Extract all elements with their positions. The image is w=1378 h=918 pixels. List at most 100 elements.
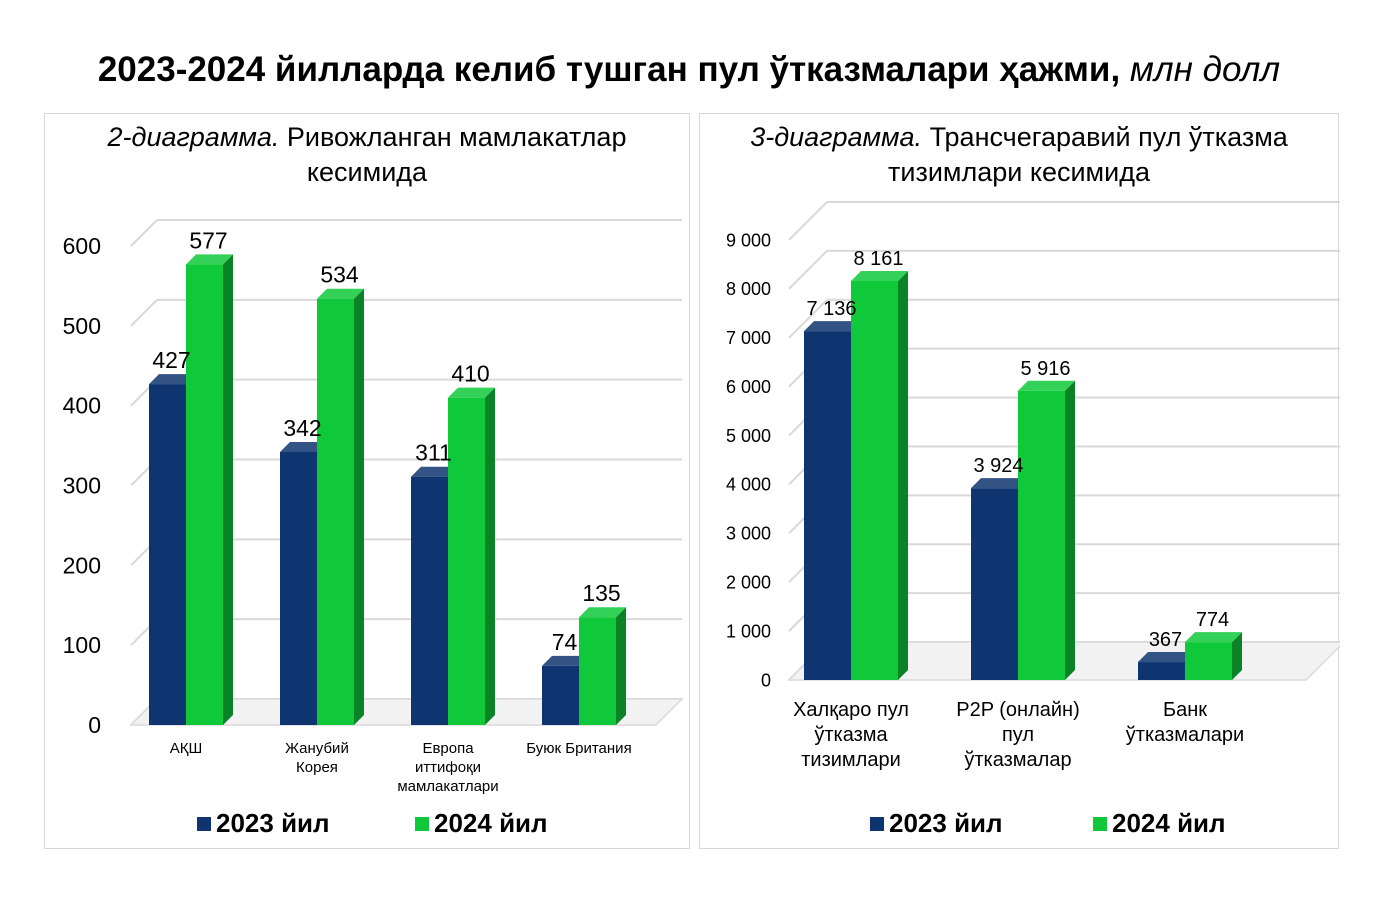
gridline-depth [130, 219, 158, 247]
data-label: 74 [552, 629, 578, 655]
bar-front [1018, 390, 1065, 680]
chart-panel-developed-countries: 2-диаграмма. Ривожланган мамлакатлар кес… [44, 113, 690, 849]
legend-item-2024: 2024 йил [415, 808, 548, 839]
bar-front [804, 331, 851, 680]
bar-top [1138, 652, 1195, 663]
data-label: 774 [1196, 609, 1229, 631]
bar-front [186, 264, 223, 725]
bar-chart: 0 1 000 2 000 3 000 4 000 5 000 6 000 7 000 8 00… [726, 201, 1340, 771]
x-tick-label-line: P2P (онлайн) [956, 699, 1080, 721]
bar-side [1065, 380, 1075, 680]
y-tick-label: 0 [88, 712, 101, 738]
bar-top [542, 655, 589, 666]
legend-swatch-2023 [197, 817, 211, 831]
chart-title-text: Трансчегаравий пул ўтказма тизимлари кес… [888, 122, 1288, 187]
x-tick-label: АҚШ [170, 740, 203, 757]
bar-side [485, 387, 495, 725]
data-label: 367 [1149, 629, 1182, 651]
bar [448, 387, 495, 725]
y-tick-label: 200 [63, 552, 101, 578]
x-tick-label-line: Корея [296, 759, 338, 776]
bar-front [1138, 662, 1185, 680]
page-title: 2023-2024 йилларда келиб тушган пул ўтка… [0, 50, 1378, 90]
page-title-text: 2023-2024 йилларда келиб тушган пул ўтка… [97, 50, 1121, 89]
y-tick-label: 1 000 [726, 621, 771, 641]
y-tick-label: 2 000 [726, 573, 771, 593]
chart-legend: 2023 йил 2024 йил [700, 808, 1338, 838]
data-label: 534 [320, 262, 359, 288]
bar-top [1185, 632, 1242, 643]
bar-front [280, 451, 317, 725]
bar-top [971, 478, 1028, 489]
y-tick-label: 3 000 [726, 524, 771, 544]
bar-front [579, 617, 616, 725]
data-label: 311 [415, 440, 452, 466]
bar-front [542, 665, 579, 725]
chart-title-number: 3-диаграмма. [750, 122, 923, 152]
gridline-depth [788, 299, 828, 339]
legend-label-2024: 2024 йил [1112, 808, 1226, 838]
bar [186, 254, 233, 725]
x-tick-label: P2P (онлайн) пул ўтказмалар [956, 699, 1080, 771]
bar-front [971, 488, 1018, 680]
data-label: 427 [152, 347, 190, 373]
bar-front [1185, 642, 1232, 680]
x-tick-label-line: ўтказма [814, 724, 888, 746]
gridline-depth [788, 250, 828, 290]
data-label: 3 924 [973, 455, 1023, 477]
y-tick-label: 7 000 [726, 328, 771, 348]
bar-top [317, 288, 364, 299]
y-tick-label: 4 000 [726, 475, 771, 495]
y-tick-label: 9 000 [726, 230, 771, 250]
x-axis: АҚШ Жанубий Корея Европа иттифоқи мамлакатлар… [170, 740, 632, 795]
data-label: 7 136 [806, 298, 856, 320]
data-label: 8 161 [853, 248, 903, 270]
bar [579, 607, 626, 725]
y-tick-label: 8 000 [726, 279, 771, 299]
page-title-unit: млн долл [1129, 50, 1281, 89]
x-axis: Халқаро пул ўтказма тизимлари P2P (онлайн) п… [793, 699, 1244, 771]
bar-front [411, 476, 448, 725]
x-tick-label-line: АҚШ [170, 740, 203, 757]
x-tick-label-line: мамлакатлари [397, 778, 498, 795]
x-tick-label-line: иттифоқи [415, 759, 481, 776]
legend-label-2023: 2023 йил [889, 808, 1003, 838]
bar-front [317, 298, 354, 725]
chart-panel-transfer-systems: 3-диаграмма. Трансчегаравий пул ўтказма … [699, 113, 1340, 849]
bar-top [804, 321, 861, 332]
y-tick-label: 100 [63, 632, 101, 658]
bar-side [354, 288, 364, 725]
legend-swatch-2024 [1093, 817, 1107, 831]
x-tick-label-line: Буюк Британия [526, 740, 631, 757]
bar-front [448, 397, 485, 725]
bar-top [186, 254, 233, 265]
data-label: 135 [582, 580, 620, 606]
chart-title: 2-диаграмма. Ривожланган мамлакатлар кес… [45, 120, 689, 190]
x-tick-label-line: Жанубий [285, 740, 349, 757]
x-tick-label: Буюк Британия [526, 740, 631, 757]
legend-swatch-2023 [870, 817, 884, 831]
bar [851, 271, 908, 680]
bar-chart: 0 100 200 300 400 500 600 427 577 342 534 311 410 741… [63, 219, 684, 795]
legend-label-2024: 2024 йил [434, 808, 548, 838]
gridline-depth [130, 299, 158, 327]
data-label: 577 [189, 227, 227, 253]
bar-top [1018, 380, 1075, 391]
data-label: 410 [451, 361, 489, 387]
x-tick-label: Жанубий Корея [285, 740, 349, 776]
chart-title: 3-диаграмма. Трансчегаравий пул ўтказма … [700, 120, 1338, 190]
chart-title-number: 2-диаграмма. [107, 122, 280, 152]
data-label: 5 916 [1020, 358, 1070, 380]
bar-front [149, 384, 186, 725]
bar-top [149, 374, 196, 385]
bar-side [1232, 632, 1242, 680]
x-tick-label-line: Банк [1163, 699, 1207, 721]
x-tick-label-line: Халқаро пул [793, 699, 909, 721]
gridline-depth [788, 201, 828, 241]
bars [804, 271, 1242, 680]
legend-item-2023: 2023 йил [870, 808, 1003, 839]
x-tick-label-line: тизимлари [801, 749, 901, 771]
y-tick-label: 600 [63, 233, 101, 259]
x-tick-label: Европа иттифоқи мамлакатлари [397, 740, 498, 795]
y-tick-label: 0 [761, 670, 771, 690]
